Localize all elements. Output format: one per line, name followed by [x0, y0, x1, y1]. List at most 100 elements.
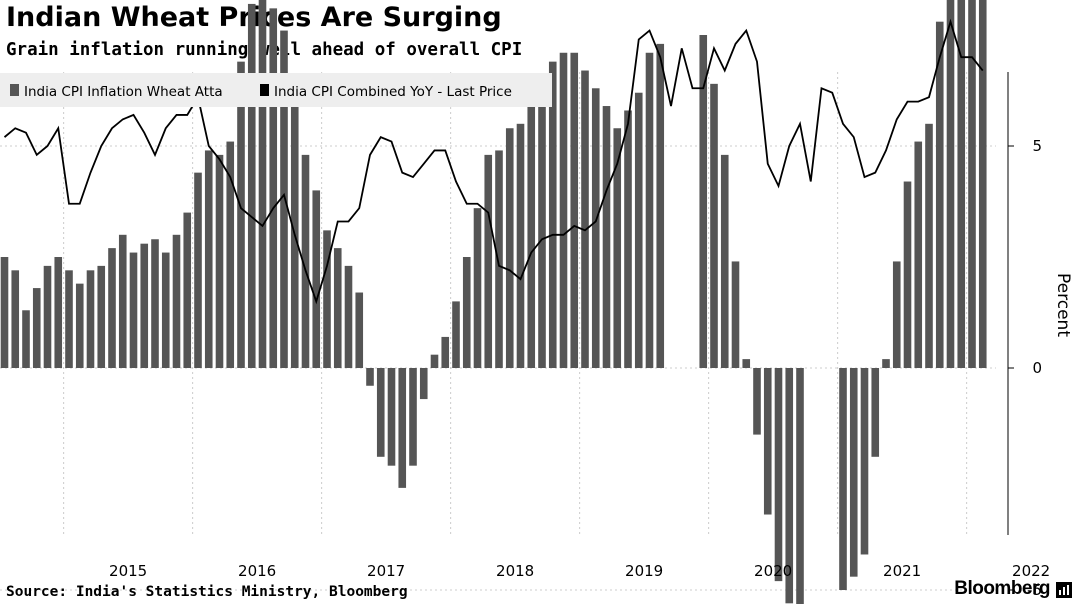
wheat-inflation-bar: [516, 123, 525, 368]
wheat-inflation-bar: [968, 0, 976, 368]
y-tick-label: -5: [1027, 581, 1042, 599]
wheat-inflation-bar: [376, 368, 385, 457]
y-axis-title: Percent: [1053, 273, 1073, 337]
wheat-inflation-bar: [720, 154, 729, 368]
wheat-inflation-bar: [774, 368, 783, 582]
wheat-inflation-bar: [247, 3, 256, 368]
wheat-inflation-bar: [742, 359, 751, 368]
wheat-inflation-bar: [699, 35, 708, 368]
y-tick-label: 5: [1032, 137, 1042, 155]
wheat-inflation-bar: [118, 234, 127, 368]
wheat-inflation-bar: [333, 248, 342, 368]
wheat-inflation-bar: [398, 368, 407, 488]
wheat-inflation-bar: [355, 292, 364, 368]
wheat-inflation-bar: [860, 368, 869, 555]
wheat-inflation-bar: [602, 106, 611, 368]
wheat-inflation-bar: [925, 123, 933, 368]
wheat-inflation-bar: [441, 336, 450, 368]
wheat-inflation-bar: [161, 252, 170, 368]
wheat-inflation-bar: [710, 83, 718, 368]
wheat-inflation-bar: [129, 252, 138, 368]
wheat-inflation-bar: [215, 154, 224, 368]
wheat-inflation-bar: [591, 88, 600, 368]
legend: India CPI Inflation Wheat Atta India CPI…: [0, 73, 552, 107]
wheat-inflation-bar: [957, 0, 966, 368]
wheat-inflation-bar: [570, 52, 579, 368]
legend-swatch-cpi: [260, 84, 269, 96]
bloomberg-terminal-icon: [1056, 582, 1072, 598]
wheat-inflation-bar: [839, 368, 847, 590]
x-tick-label: 2020: [754, 562, 792, 580]
wheat-inflation-bar: [548, 61, 557, 368]
wheat-inflation-bar: [559, 52, 568, 368]
legend-background: [0, 73, 552, 107]
wheat-inflation-bar: [0, 257, 9, 368]
wheat-inflation-bar: [11, 270, 20, 368]
wheat-inflation-bar: [634, 92, 643, 368]
wheat-inflation-bar: [65, 270, 73, 368]
bloomberg-logo: Bloomberg: [954, 578, 1050, 599]
wheat-inflation-bar: [753, 368, 761, 435]
wheat-inflation-bar: [280, 30, 288, 369]
wheat-inflation-bar: [656, 43, 665, 368]
wheat-inflation-bar: [226, 141, 235, 368]
wheat-inflation-bar: [763, 368, 772, 515]
wheat-inflation-bar: [914, 141, 923, 368]
wheat-inflation-bar: [624, 110, 632, 368]
x-tick-label: 2016: [238, 562, 276, 580]
wheat-inflation-bar: [935, 21, 944, 369]
wheat-inflation-bar: [462, 257, 471, 368]
wheat-inflation-bar: [419, 368, 428, 400]
wheat-inflation-bar: [903, 181, 912, 368]
axis-layer: -5051020152016201720182019202020212022: [109, 72, 1050, 599]
wheat-inflation-bar: [978, 0, 987, 368]
wheat-inflation-bar: [97, 265, 106, 368]
x-tick-label: 2019: [625, 562, 663, 580]
legend-label-cpi: India CPI Combined YoY - Last Price: [274, 84, 512, 100]
wheat-inflation-bar: [86, 270, 95, 368]
wheat-inflation-bar: [75, 283, 84, 368]
wheat-inflation-bar: [871, 368, 880, 457]
wheat-inflation-bar: [473, 208, 482, 368]
wheat-inflation-bar: [312, 190, 321, 368]
wheat-inflation-bar: [204, 150, 213, 368]
wheat-inflation-bar: [505, 128, 514, 368]
legend-label-wheat: India CPI Inflation Wheat Atta: [24, 84, 223, 100]
x-tick-label: 2015: [109, 562, 147, 580]
wheat-inflation-bar: [43, 265, 52, 368]
wheat-inflation-bar: [849, 368, 858, 577]
wheat-inflation-bar: [946, 0, 955, 368]
wheat-inflation-bar: [258, 0, 267, 368]
wheat-inflation-bar: [613, 128, 622, 368]
wheat-inflation-bar: [731, 261, 740, 368]
wheat-inflation-bar: [785, 368, 794, 604]
wheat-inflation-bar: [32, 288, 41, 368]
x-tick-label: 2022: [1012, 562, 1050, 580]
wheat-inflation-bar: [452, 301, 460, 368]
wheat-inflation-bar: [527, 97, 536, 368]
legend-swatch-wheat: [10, 84, 19, 96]
wheat-inflation-bar: [183, 212, 192, 368]
wheat-inflation-bar: [108, 248, 116, 368]
x-tick-label: 2018: [496, 562, 534, 580]
wheat-inflation-bar: [54, 257, 63, 368]
y-tick-label: 0: [1032, 359, 1042, 377]
wheat-inflation-bar: [495, 150, 503, 368]
wheat-inflation-bar: [237, 61, 245, 368]
cpi-line-series: [3, 18, 984, 305]
wheat-inflation-bar: [484, 154, 493, 368]
wheat-inflation-bar: [538, 92, 546, 368]
wheat-inflation-bar: [301, 154, 310, 368]
wheat-inflation-bar: [645, 52, 654, 368]
wheat-inflation-bar: [151, 239, 159, 368]
wheat-inflation-bar: [366, 368, 374, 386]
wheat-inflation-bar: [892, 261, 901, 368]
wheat-inflation-bar: [194, 172, 202, 368]
wheat-inflation-bar: [140, 243, 149, 368]
wheat-inflation-bar: [269, 8, 278, 369]
wheat-inflation-bar: [430, 354, 439, 368]
x-tick-label: 2021: [883, 562, 921, 580]
wheat-inflation-bar: [22, 310, 30, 368]
wheat-inflation-bar: [796, 368, 804, 604]
